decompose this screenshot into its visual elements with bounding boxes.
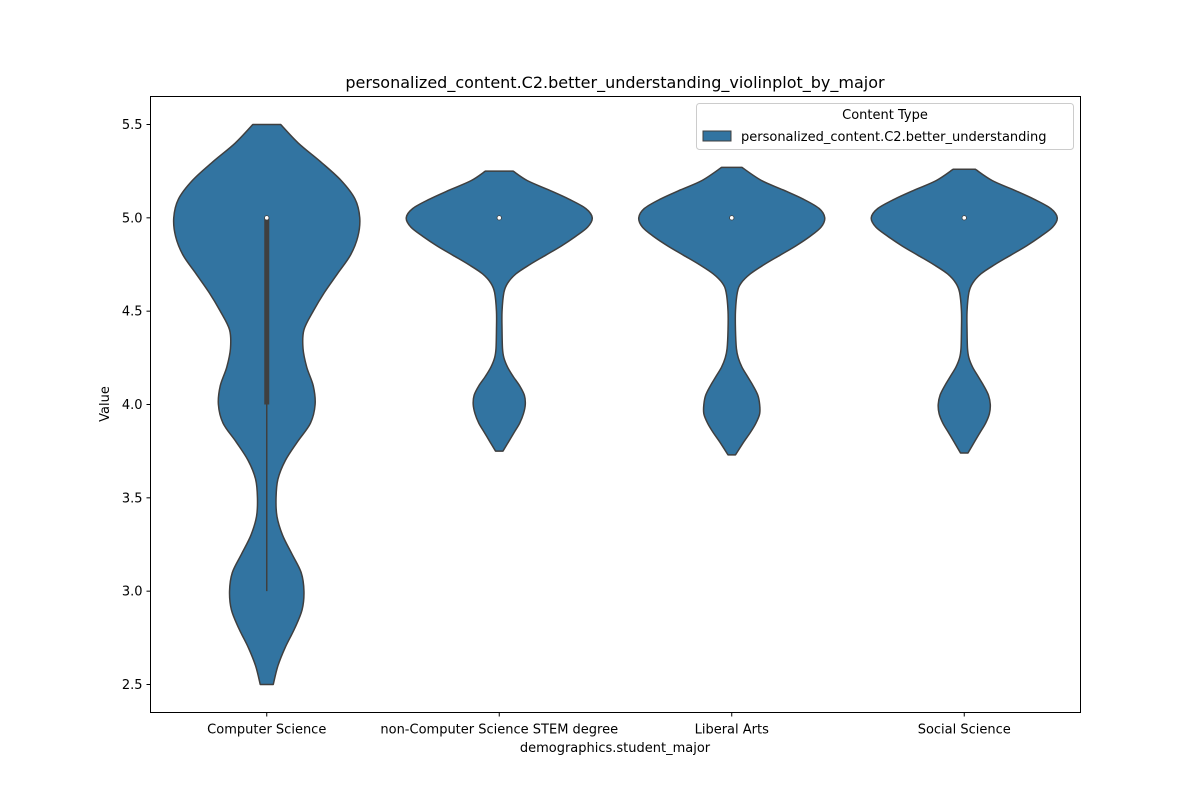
x-axis: Computer Science non-Computer Science STE…	[207, 712, 1011, 738]
y-axis: 2.5 3.0 3.5 4.0 4.5 5.0 5.5	[122, 118, 151, 693]
chart-title: personalized_content.C2.better_understan…	[345, 73, 885, 93]
x-tick-label: Computer Science	[207, 723, 326, 738]
x-axis-label: demographics.student_major	[520, 741, 711, 756]
violin-iqr-box	[264, 217, 270, 405]
x-tick-label: non-Computer Science STEM degree	[380, 723, 618, 738]
violins-layer	[172, 123, 1059, 686]
legend-frame	[696, 103, 1074, 150]
y-tick-label: 5.0	[122, 211, 143, 226]
y-tick-label: 4.0	[122, 398, 143, 413]
violin-median-point	[961, 215, 967, 221]
violin-body	[870, 168, 1059, 454]
y-tick-label: 4.5	[122, 305, 143, 320]
violin-median-point	[264, 215, 270, 221]
legend-title: Content Type	[842, 108, 928, 123]
legend: Content Type personalized_content.C2.bet…	[696, 103, 1074, 150]
legend-swatch	[702, 130, 732, 142]
y-tick-label: 3.0	[122, 585, 143, 600]
x-tick-label: Liberal Arts	[695, 723, 769, 738]
violin-body	[637, 166, 826, 456]
x-tick-label: Social Science	[918, 723, 1011, 738]
violin-body	[405, 170, 594, 452]
y-axis-label: Value	[98, 386, 113, 422]
y-tick-label: 3.5	[122, 491, 143, 506]
y-tick-label: 5.5	[122, 118, 143, 133]
violin-median-point	[729, 215, 735, 221]
y-tick-label: 2.5	[122, 678, 143, 693]
violin-median-point	[496, 215, 502, 221]
legend-entry-label: personalized_content.C2.better_understan…	[741, 130, 1047, 145]
inner-box-layer	[264, 215, 967, 592]
